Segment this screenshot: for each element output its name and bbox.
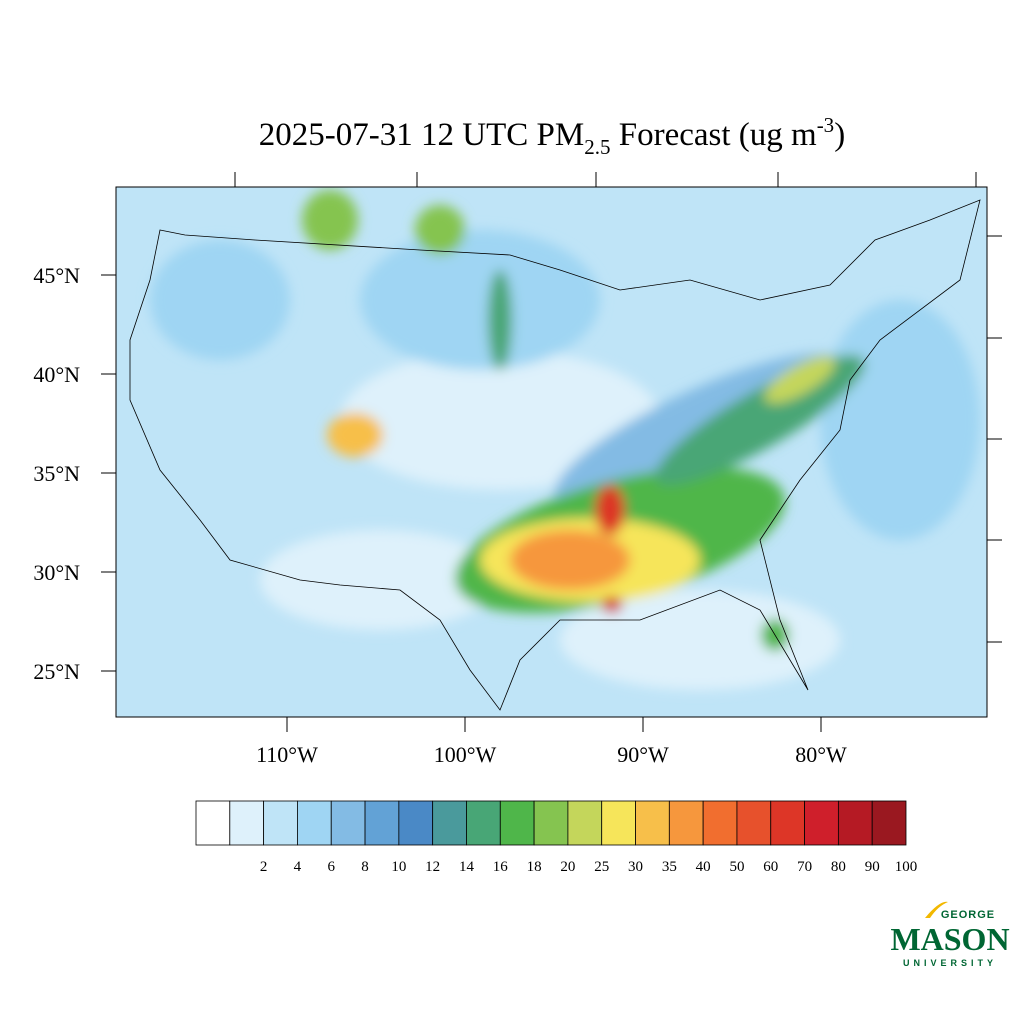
colorbar-swatch <box>330 800 366 846</box>
colorbar-label: 14 <box>459 859 475 875</box>
map-field <box>116 187 987 717</box>
logo-bottom: UNIVERSITY <box>903 958 997 968</box>
colorbar-swatch <box>770 800 805 846</box>
colorbar-swatch <box>702 800 738 846</box>
colorbar-label: 4 <box>294 859 302 875</box>
logo-main: MASON <box>890 921 1009 957</box>
lat-label: 45°N <box>33 263 80 288</box>
logo-top: GEORGE <box>941 909 995 921</box>
lat-label: 30°N <box>33 560 80 585</box>
colorbar-swatch <box>668 800 704 846</box>
colorbar-label: 50 <box>729 859 744 875</box>
colorbar-label: 60 <box>763 859 778 875</box>
colorbar-label: 8 <box>361 859 369 875</box>
lat-label: 25°N <box>33 659 80 684</box>
lat-label: 35°N <box>33 461 80 486</box>
colorbar-swatch <box>432 800 467 846</box>
lon-label: 100°W <box>434 742 497 767</box>
colorbar-swatch <box>263 800 298 846</box>
colorbar-label: 80 <box>831 859 846 875</box>
lon-label: 90°W <box>617 742 669 767</box>
title-part: Forecast (ug m <box>610 117 817 153</box>
colorbar-label: 35 <box>662 859 677 875</box>
colorbar-swatch <box>297 800 332 846</box>
colorbar-swatch <box>635 800 670 846</box>
colorbar-label: 90 <box>865 859 880 875</box>
colorbar-label: 40 <box>696 859 711 875</box>
lon-label: 110°W <box>256 742 318 767</box>
colorbar-swatch <box>567 800 603 846</box>
colorbar-label: 100 <box>895 859 918 875</box>
colorbar-label: 12 <box>425 859 440 875</box>
colorbar-swatch <box>195 800 231 846</box>
logo: GEORGE MASON UNIVERSITY <box>890 901 1010 968</box>
colorbar-label: 25 <box>594 859 609 875</box>
colorbar-label: 18 <box>527 859 542 875</box>
colorbar-swatch <box>229 800 265 846</box>
colorbar-swatch <box>804 800 839 846</box>
title-sub: 2.5 <box>584 135 610 159</box>
title: 2025-07-31 12 UTC PM2.5 Forecast (ug m-3… <box>259 113 845 159</box>
colorbar-label: 6 <box>327 859 335 875</box>
colorbar-swatch <box>364 800 400 846</box>
colorbar-swatch <box>398 800 434 846</box>
colorbar-swatch <box>499 800 535 846</box>
colorbar-swatch <box>837 800 873 846</box>
colorbar-swatch <box>601 800 636 846</box>
colorbar-swatch <box>871 800 907 846</box>
lon-label: 80°W <box>795 742 847 767</box>
colorbar-swatch <box>466 800 501 846</box>
colorbar-label: 20 <box>560 859 575 875</box>
lat-label: 40°N <box>33 362 80 387</box>
colorbar-label: 30 <box>628 859 643 875</box>
colorbar-label: 2 <box>260 859 268 875</box>
map-frame <box>115 186 988 718</box>
title-sup: -3 <box>817 113 835 137</box>
colorbar-swatch <box>533 800 569 846</box>
title-part: ) <box>834 117 845 153</box>
colorbar-swatch <box>736 800 772 846</box>
colorbar-label: 10 <box>391 859 406 875</box>
title-part: 2025-07-31 12 UTC PM <box>259 117 584 153</box>
colorbar-label: 16 <box>493 859 509 875</box>
colorbar-label: 70 <box>797 859 812 875</box>
frame-ticks <box>101 172 1002 732</box>
